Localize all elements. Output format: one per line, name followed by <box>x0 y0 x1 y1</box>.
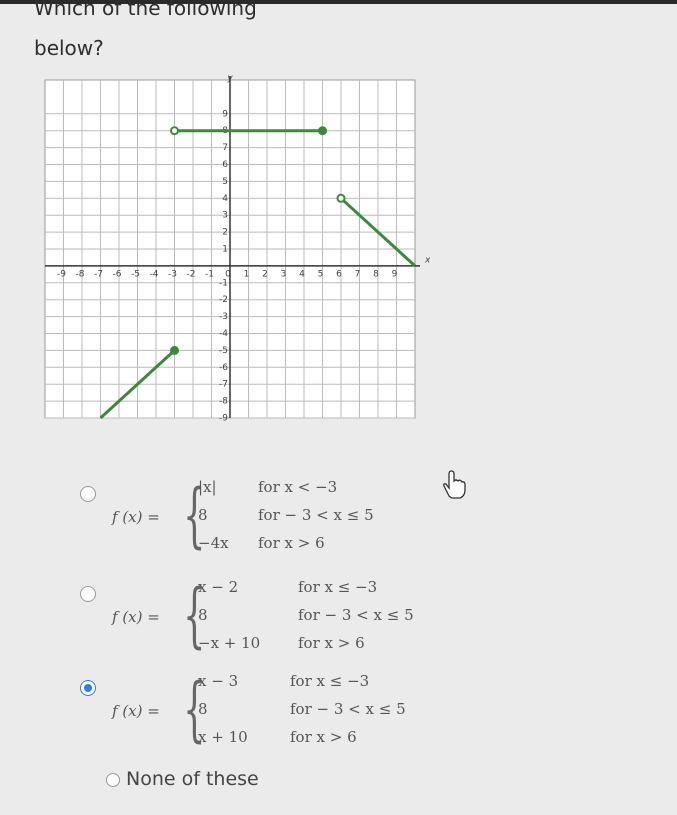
piece-expression: 8 <box>198 700 208 718</box>
option[interactable]: f (x) = {|x| for x < −3 8 for − 3 < x ≤ 5 −4x… <box>80 474 600 568</box>
x-tick-label: 3 <box>281 269 287 279</box>
y-tick-label: -5 <box>219 346 228 356</box>
piece-expression: x − 2 <box>198 578 239 596</box>
piece-condition: for x < −3 <box>258 478 338 496</box>
y-tick-label: -4 <box>219 329 228 339</box>
y-tick-label: 3 <box>222 211 228 221</box>
y-tick-label: 7 <box>222 143 228 153</box>
x-tick-label: 4 <box>299 269 305 279</box>
option[interactable]: f (x) = {x − 3 for x ≤ −3 8 for − 3 < x ≤ 5 x… <box>80 668 600 762</box>
piece-condition: for − 3 < x ≤ 5 <box>298 606 414 624</box>
x-tick-label: -3 <box>168 269 177 279</box>
x-tick-label: -9 <box>57 269 66 279</box>
piece-expression: |x| <box>198 478 217 496</box>
y-tick-label: -6 <box>219 363 228 373</box>
open-point <box>336 193 346 203</box>
piece-condition: for − 3 < x ≤ 5 <box>258 506 374 524</box>
piece-condition: for − 3 < x ≤ 5 <box>290 700 406 718</box>
x-tick-label: -2 <box>187 269 196 279</box>
y-tick-label: -7 <box>219 380 228 390</box>
x-tick-label: 8 <box>373 269 379 279</box>
y-tick-label: 1 <box>222 245 228 255</box>
option-label: None of these <box>126 768 259 790</box>
x-tick-label: 1 <box>244 269 250 279</box>
radio[interactable] <box>106 773 120 787</box>
graph-segment <box>339 197 417 268</box>
piece-condition: for x ≤ −3 <box>298 578 378 596</box>
x-axis-label: x <box>424 255 430 265</box>
piece-expression: 8 <box>198 506 208 524</box>
x-tick-label: 2 <box>262 269 268 279</box>
piece-expression: −x + 10 <box>198 634 261 652</box>
x-tick-label: 7 <box>355 269 361 279</box>
option[interactable]: f (x) = {x − 2 for x ≤ −3 8 for − 3 < x ≤ 5 −… <box>80 574 600 668</box>
function-name: f (x) = <box>112 608 160 626</box>
none-option[interactable]: None of these <box>106 768 259 790</box>
question-text: Which of the following <box>34 0 257 20</box>
piece-expression: x + 10 <box>198 728 248 746</box>
y-tick-label: -3 <box>219 312 228 322</box>
x-tick-label: -5 <box>131 269 140 279</box>
brace: { <box>183 668 206 750</box>
piece-condition: for x > 6 <box>298 634 365 652</box>
x-tick-label: 6 <box>336 269 342 279</box>
function-name: f (x) = <box>112 508 160 526</box>
x-tick-label: -8 <box>76 269 85 279</box>
piece-expression: −4x <box>198 534 229 552</box>
piece-condition: for x > 6 <box>290 728 357 746</box>
radio[interactable] <box>80 586 96 602</box>
y-tick-label: 6 <box>222 160 228 170</box>
piece-condition: for x > 6 <box>258 534 325 552</box>
brace: { <box>183 474 206 556</box>
y-tick-label: -9 <box>219 414 228 424</box>
y-tick-label: 4 <box>222 194 228 204</box>
graph: -9 -8 -7 -6 -5 -4 -3 -2 -1 0 1 2 3 4 5 6 7 8 9-9-8-7-6-5-4… <box>44 74 430 424</box>
question-text: below? <box>34 36 104 60</box>
y-tick-label: 2 <box>222 228 228 238</box>
open-point <box>170 126 179 136</box>
graph-segment <box>99 349 176 420</box>
piece-expression: 8 <box>198 606 208 624</box>
x-tick-label: -7 <box>94 269 103 279</box>
x-tick-label: -4 <box>150 269 159 279</box>
brace: { <box>183 574 206 656</box>
piece-expression: x − 3 <box>198 672 239 690</box>
radio[interactable] <box>80 486 96 502</box>
cursor <box>443 470 466 499</box>
y-tick-label: -2 <box>219 295 228 305</box>
x-tick-label: 9 <box>392 269 398 279</box>
top-border <box>0 0 677 4</box>
piece-condition: for x ≤ −3 <box>290 672 370 690</box>
y-tick-label: 9 <box>222 109 228 119</box>
closed-point <box>318 126 327 136</box>
y-tick-label: -8 <box>219 397 228 407</box>
x-tick-label: 0 <box>225 269 231 279</box>
radio[interactable] <box>80 680 96 696</box>
x-tick-label: -6 <box>113 269 122 279</box>
y-axis-label: y <box>226 74 233 84</box>
closed-point <box>170 345 179 355</box>
y-tick-label: -1 <box>219 278 228 288</box>
x-tick-label: -1 <box>205 269 214 279</box>
x-tick-label: 5 <box>318 269 324 279</box>
y-tick-label: 5 <box>222 177 228 187</box>
function-name: f (x) = <box>112 702 160 720</box>
